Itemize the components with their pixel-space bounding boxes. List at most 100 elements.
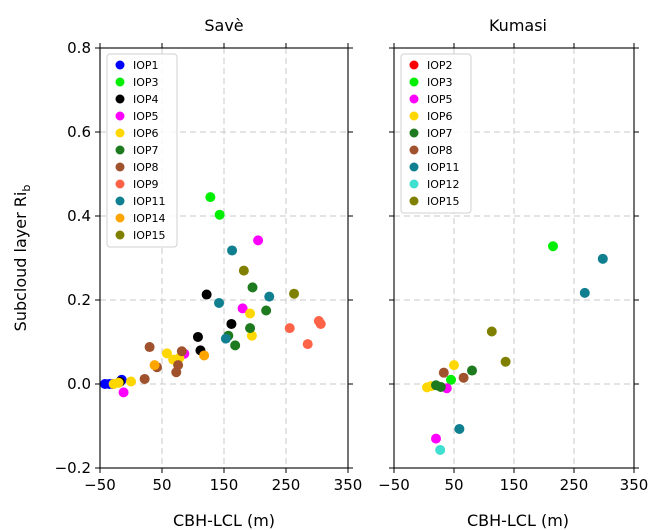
legend-label: IOP8 <box>133 161 159 174</box>
x-tick-label: 150 <box>500 476 529 494</box>
legend-marker <box>115 77 125 87</box>
legend-label: IOP11 <box>427 161 460 174</box>
legend-marker <box>115 230 125 240</box>
data-point <box>113 377 124 388</box>
legend-marker <box>409 145 419 155</box>
x-tick-label: −50 <box>378 476 410 494</box>
legend-marker <box>115 179 125 189</box>
data-point <box>579 287 590 298</box>
legend-label: IOP6 <box>427 110 453 123</box>
legend-label: IOP12 <box>427 178 460 191</box>
data-point <box>214 209 225 220</box>
data-point <box>205 192 216 203</box>
legend-label: IOP1 <box>133 59 159 72</box>
data-point <box>245 323 256 334</box>
data-point <box>230 340 241 351</box>
y-tick-label: 0.2 <box>67 291 91 309</box>
scatter-points <box>99 192 326 398</box>
y-tick-label: −0.2 <box>55 459 91 477</box>
data-point <box>438 367 449 378</box>
legend-marker <box>409 60 419 70</box>
data-point <box>245 308 256 319</box>
legend: IOP1 IOP3 IOP4 IOP5 IOP6 IOP7 IOP8 IOP9 IOP11 IOP… <box>106 53 178 248</box>
data-point <box>289 288 300 299</box>
legend-marker <box>409 77 419 87</box>
data-point <box>264 291 275 302</box>
x-tick-label: 250 <box>272 476 301 494</box>
data-point <box>201 289 212 300</box>
x-axis-label: CBH-LCL (m) <box>173 511 275 530</box>
legend-marker <box>409 179 419 189</box>
x-tick-label: 50 <box>444 476 463 494</box>
legend-label: IOP15 <box>133 229 166 242</box>
legend-marker <box>115 213 125 223</box>
legend-label: IOP5 <box>133 110 159 123</box>
x-tick-label: 250 <box>560 476 589 494</box>
data-point <box>144 342 155 353</box>
data-point <box>118 387 129 398</box>
data-point <box>597 253 608 264</box>
y-tick-label: 0.0 <box>67 375 91 393</box>
y-tick-label: 0.4 <box>67 207 91 225</box>
legend-marker <box>409 111 419 121</box>
legend-label: IOP2 <box>427 59 453 72</box>
legend-box <box>106 53 178 248</box>
legend-marker <box>409 162 419 172</box>
legend-label: IOP4 <box>133 93 159 106</box>
data-point <box>435 444 446 455</box>
legend-marker <box>115 196 125 206</box>
data-point <box>192 331 203 342</box>
data-point <box>467 365 477 376</box>
data-point <box>486 326 497 337</box>
y-axis-label-main: Subcloud layer Ri <box>11 192 30 332</box>
legend-marker <box>115 111 125 121</box>
data-point <box>126 376 136 387</box>
data-point <box>247 282 258 293</box>
legend-marker <box>409 196 419 206</box>
data-point <box>238 265 249 276</box>
y-tick-label: 0.8 <box>67 39 91 57</box>
x-tick-label: 150 <box>210 476 239 494</box>
axis-ticks: −50 50 150 250 350 <box>378 43 648 494</box>
data-point <box>449 360 459 371</box>
data-point <box>458 372 469 383</box>
x-tick-label: −50 <box>84 476 116 494</box>
data-point <box>302 339 313 350</box>
data-point <box>237 303 248 314</box>
data-point <box>315 318 326 329</box>
legend-marker <box>409 128 419 138</box>
data-point <box>431 433 441 444</box>
data-point <box>173 360 184 371</box>
y-tick-label: 0.6 <box>67 123 91 141</box>
data-point <box>454 423 465 434</box>
axis-ticks: −50 50 150 250 350 −0.2 0.0 0.2 0.4 0.6 0.8 <box>55 39 363 494</box>
data-point <box>176 346 187 357</box>
scatter-points <box>422 241 608 455</box>
legend-label: IOP3 <box>133 76 159 89</box>
legend-label: IOP9 <box>133 178 159 191</box>
legend-marker <box>115 128 125 138</box>
legend-marker <box>115 94 125 104</box>
data-point <box>261 305 272 316</box>
panel-save: Savè −50 50 150 250 350 −0.2 0.0 0.2 0.4 0.6 0.8 I… <box>55 16 363 530</box>
data-point <box>139 373 150 384</box>
data-point <box>161 348 172 359</box>
legend-marker <box>115 162 125 172</box>
legend-label: IOP7 <box>427 127 453 140</box>
panel-title: Kumasi <box>489 16 547 35</box>
data-point <box>149 360 160 371</box>
data-point <box>446 374 456 385</box>
legend-marker <box>115 145 125 155</box>
legend-label: IOP6 <box>133 127 159 140</box>
legend-label: IOP5 <box>427 93 453 106</box>
x-tick-label: 50 <box>152 476 171 494</box>
panel-kumasi: Kumasi −50 50 150 250 350 IOP2IOP3IOP5IOP6IO… <box>378 16 648 530</box>
data-point <box>246 330 257 341</box>
legend-label: IOP15 <box>427 195 460 208</box>
data-point <box>220 333 231 344</box>
x-tick-label: 350 <box>334 476 363 494</box>
data-point <box>214 297 225 308</box>
x-tick-label: 350 <box>620 476 649 494</box>
data-point <box>199 350 210 361</box>
